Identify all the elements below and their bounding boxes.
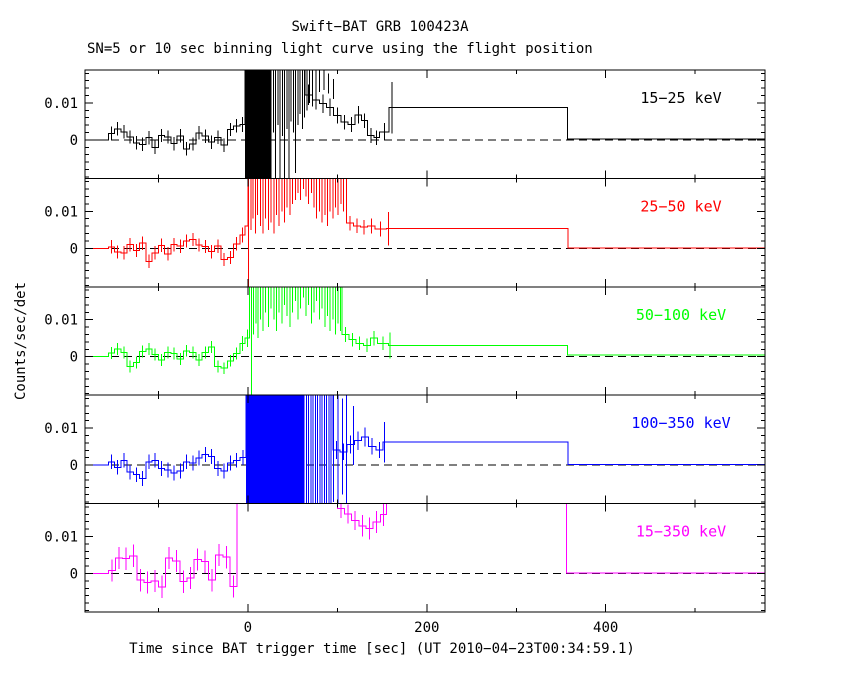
x-tick-label: 200 (414, 620, 439, 636)
legend-15-350-kev: 15−350 keV (636, 523, 726, 541)
panel-frame (84, 69, 766, 179)
legend-50-100-kev: 50−100 keV (636, 306, 726, 324)
y-tick-label: 0 (70, 133, 78, 149)
legend-25-50-kev: 25−50 keV (640, 197, 721, 215)
panel-25-50-kev: 0.01 0 25−50 keV (44, 177, 766, 288)
y-tick-label: 0.01 (44, 204, 78, 220)
y-tick-label: 0.01 (44, 313, 78, 329)
x-tick-label: 0 (244, 620, 252, 636)
x-tick-label: 400 (593, 620, 618, 636)
y-tick-label: 0 (70, 567, 78, 583)
panel-100-350-kev: 0.01 0 100−350 keV (44, 394, 766, 505)
y-axis-label: Counts/sec/det (13, 281, 29, 401)
figure-subtitle: SN=5 or 10 sec binning light curve using… (87, 41, 593, 57)
panel-15-25-kev: 0.01 0 15−25 keV (44, 69, 766, 179)
saturated-region (246, 395, 304, 504)
x-axis-label: Time since BAT trigger time [sec] (UT 20… (129, 641, 635, 657)
panel-15-350-kev: 0.01 0 15−350 keV (44, 503, 766, 613)
panel-frame (84, 394, 766, 505)
figure-title: Swift−BAT GRB 100423A (291, 19, 469, 35)
y-tick-label: 0.01 (44, 530, 78, 546)
y-tick-label: 0 (70, 241, 78, 257)
legend-100-350-kev: 100−350 keV (631, 414, 730, 432)
legend-15-25-kev: 15−25 keV (640, 89, 721, 107)
lightcurve-100-350-kev (85, 395, 765, 479)
panel-50-100-kev: 0.01 0 50−100 keV (44, 286, 766, 396)
y-tick-label: 0.01 (44, 96, 78, 112)
y-tick-label: 0 (70, 458, 78, 474)
y-tick-label: 0 (70, 350, 78, 366)
panel-frame (84, 503, 766, 613)
panel-frame (84, 286, 766, 396)
saturated-region (245, 70, 271, 179)
y-tick-label: 0.01 (44, 421, 78, 437)
panel-frame (84, 177, 766, 288)
